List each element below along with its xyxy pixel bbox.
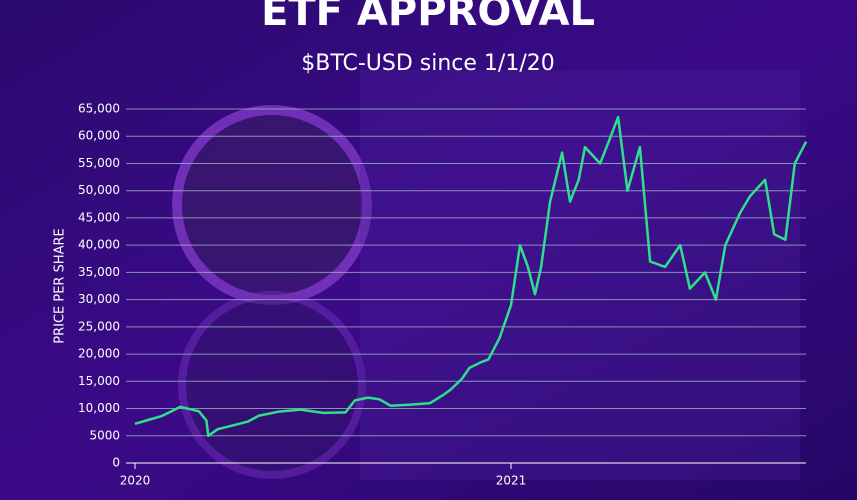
y-tick-label: 35,000 [78, 265, 120, 279]
price-line [134, 115, 808, 438]
y-tick-label: 30,000 [78, 292, 120, 306]
y-tick-label: 10,000 [78, 401, 120, 415]
y-tick-label: 65,000 [78, 102, 120, 116]
y-tick-label: 25,000 [78, 319, 120, 333]
banknote-image [360, 70, 800, 480]
y-tick-label: 0 [112, 456, 120, 470]
y-axis-label: PRICE PER SHARE [53, 228, 68, 344]
y-tick-label: 15,000 [78, 374, 120, 388]
coin-image [172, 105, 372, 305]
coin-reflection [178, 291, 366, 479]
y-tick-label: 55,000 [78, 156, 120, 170]
y-tick-label: 20,000 [78, 347, 120, 361]
y-tick-label: 40,000 [78, 238, 120, 252]
x-tick-label: 2020 [120, 474, 151, 488]
y-tick-label: 45,000 [78, 210, 120, 224]
chart-title: ETF APPROVAL [261, 0, 595, 35]
y-tick-label: 50,000 [78, 183, 120, 197]
x-tick-label: 2021 [496, 474, 527, 488]
y-tick-label: 5000 [89, 428, 120, 442]
y-tick-label: 60,000 [78, 129, 120, 143]
chart-subtitle: $BTC-USD since 1/1/20 [301, 51, 555, 76]
